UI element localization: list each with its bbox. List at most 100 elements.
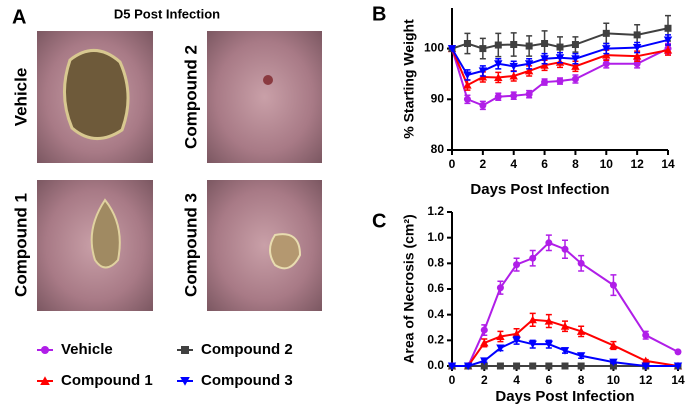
data-point [529,254,537,262]
x-tick-label: 14 [671,373,685,387]
data-point [576,327,586,335]
data-point [512,329,521,338]
x-tick-label: 12 [639,373,653,387]
data-point [544,340,554,349]
data-point [496,284,504,292]
data-point [632,51,642,60]
data-point [496,332,505,340]
photo [37,31,153,163]
data-point [447,362,457,371]
data-point [496,344,505,353]
legend-marker [41,346,49,354]
x-tick-label: 2 [481,373,488,387]
y-tick-label: 0.0 [427,358,444,372]
data-point [496,362,504,370]
data-point [560,322,570,330]
y-tick-label: 0.4 [427,307,444,321]
x-tick-label: 12 [630,157,644,171]
y-axis-label: % Starting Weight [401,19,417,139]
data-point [540,55,549,63]
image-label: Compound 3 [181,193,200,297]
data-point [541,40,549,47]
data-point [674,348,682,356]
legend-marker [180,377,190,386]
data-point [463,71,472,80]
panel-label: C [372,210,386,232]
y-tick-label: 0.6 [427,281,444,295]
data-point [480,362,488,370]
data-point [528,315,537,324]
data-point [633,60,641,68]
data-point [545,362,553,370]
y-tick-label: 1.2 [427,204,444,218]
series-line [451,38,669,77]
data-point [494,93,502,101]
y-tick-label: 100 [424,41,444,55]
y-tick-label: 80 [431,142,445,156]
data-point [545,239,553,247]
data-point [571,62,580,70]
data-point [673,362,683,371]
x-axis-label: Days Post Infection [470,181,609,198]
photo [207,180,322,311]
legend-label: Compound 2 [201,341,293,358]
data-point [663,45,673,54]
data-point [479,101,487,109]
x-tick-label: 14 [661,157,675,171]
data-point [556,77,564,85]
data-point [632,44,642,52]
data-point [525,42,533,50]
data-point [480,326,488,334]
data-point [494,41,502,49]
data-point [560,347,570,355]
legend-marker [40,376,50,385]
data-point [509,71,518,80]
data-point [641,356,650,365]
data-point [463,362,473,371]
x-tick-label: 10 [607,373,621,387]
data-point [602,29,610,37]
legend-marker [181,346,189,354]
photo [207,31,322,163]
x-tick-label: 8 [572,157,579,171]
x-tick-label: 4 [510,157,517,171]
data-point [524,60,534,68]
data-point [556,43,564,51]
data-point [602,60,610,68]
x-tick-label: 6 [546,373,553,387]
panel-title: D5 Post Infection [114,6,220,21]
data-point [529,362,537,370]
image-label: Compound 2 [181,45,200,149]
data-point [463,80,472,89]
data-point [577,362,585,370]
data-point [561,362,569,370]
legend-label: Compound 1 [61,372,153,389]
data-point [602,45,611,53]
data-point [633,31,641,39]
y-tick-label: 0.8 [427,256,444,270]
data-point [571,41,579,49]
data-point [513,261,521,269]
data-point [641,362,650,371]
data-point [513,362,521,370]
x-tick-label: 0 [449,157,456,171]
data-point [642,331,650,339]
photo [37,180,153,311]
data-point [480,338,489,347]
data-point [609,341,618,349]
data-point [571,55,580,63]
data-point [561,245,569,253]
data-point [544,316,554,325]
data-point [525,90,533,98]
data-point [571,75,579,83]
panel-label: B [372,3,386,25]
x-tick-label: 4 [513,373,520,387]
data-point [555,54,565,62]
x-tick-label: 6 [541,157,548,171]
data-point [541,78,549,86]
data-point [524,66,534,75]
y-tick-label: 90 [431,91,445,105]
image-label: Vehicle [11,68,30,127]
x-axis-label: Days Post Infection [495,388,634,405]
